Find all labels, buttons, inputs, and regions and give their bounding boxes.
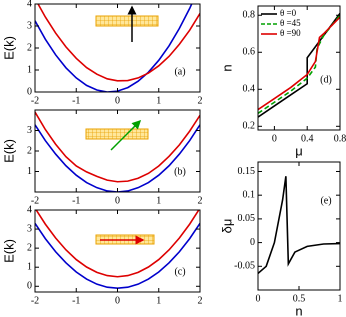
y-axis-label: n bbox=[219, 64, 234, 71]
x-tick-label: 0.4 bbox=[301, 133, 314, 144]
y-axis-label: E(k) bbox=[1, 239, 16, 263]
field-arrow bbox=[110, 119, 142, 151]
x-tick-label: 1 bbox=[338, 293, 343, 304]
x-tick-label: 0 bbox=[115, 195, 120, 206]
x-axis-label: n bbox=[295, 303, 302, 317]
y-tick-label: 3 bbox=[27, 125, 32, 136]
decoration-c bbox=[95, 234, 155, 245]
y-tick-label: 1 bbox=[27, 166, 32, 177]
x-tick-label: 2 bbox=[198, 95, 203, 106]
y-tick-label: 1 bbox=[27, 262, 32, 273]
series-line bbox=[258, 176, 340, 275]
plot-frame bbox=[257, 5, 341, 131]
plot-frame bbox=[257, 161, 341, 291]
plot-frame bbox=[34, 209, 201, 293]
y-tick-label: -0.05 bbox=[234, 261, 255, 272]
panel-label: (d) bbox=[320, 74, 332, 85]
legend-label: θ =90 bbox=[280, 28, 301, 38]
series-line bbox=[35, 210, 200, 278]
y-tick-label: 2 bbox=[27, 42, 32, 53]
panel-label: (b) bbox=[174, 166, 186, 177]
y-axis-label: δμ bbox=[219, 219, 234, 234]
x-tick-label: 2 bbox=[198, 295, 203, 306]
lattice bbox=[85, 128, 149, 140]
x-tick-label: 0 bbox=[256, 293, 261, 304]
lattice bbox=[95, 15, 159, 27]
y-tick-label: 3 bbox=[27, 223, 32, 234]
x-tick-label: 1 bbox=[156, 295, 161, 306]
x-tick-label: -2 bbox=[31, 295, 39, 306]
y-tick-label: 0 bbox=[27, 281, 32, 292]
y-tick-label: 2 bbox=[27, 145, 32, 156]
y-tick-label: 0.4 bbox=[243, 84, 256, 95]
series-line bbox=[35, 111, 200, 183]
y-tick-label: 4 bbox=[27, 0, 32, 9]
x-tick-label: 1 bbox=[156, 95, 161, 106]
panel-label: (e) bbox=[320, 195, 331, 206]
x-tick-label: 2 bbox=[198, 195, 203, 206]
x-tick-label: 0.8 bbox=[334, 133, 346, 144]
x-tick-label: 1 bbox=[156, 195, 161, 206]
x-tick-label: -1 bbox=[72, 195, 80, 206]
series-line bbox=[37, 4, 200, 82]
series-line bbox=[258, 14, 340, 115]
series-line bbox=[35, 4, 193, 92]
legend-label: θ =0 bbox=[280, 8, 297, 18]
y-tick-label: 0 bbox=[250, 237, 255, 248]
y-axis-label: E(k) bbox=[1, 36, 16, 60]
y-tick-label: 2 bbox=[27, 242, 32, 253]
y-tick-label: 0.2 bbox=[243, 121, 256, 132]
x-tick-label: 0 bbox=[115, 95, 120, 106]
legend-label: θ =45 bbox=[280, 18, 301, 28]
x-axis-label: μ bbox=[295, 143, 303, 158]
panel-label: (c) bbox=[174, 266, 185, 277]
decoration-a bbox=[95, 5, 159, 42]
x-tick-label: -2 bbox=[31, 95, 39, 106]
y-tick-label: 0.8 bbox=[243, 10, 256, 21]
series-line bbox=[258, 16, 340, 111]
x-tick-label: -1 bbox=[72, 95, 80, 106]
y-tick-label: 4 bbox=[27, 204, 32, 215]
x-tick-label: -1 bbox=[72, 295, 80, 306]
y-tick-label: 3 bbox=[27, 20, 32, 31]
y-tick-label: 0.05 bbox=[238, 213, 256, 224]
y-tick-label: 0 bbox=[27, 86, 32, 97]
y-tick-label: 0.1 bbox=[243, 189, 256, 200]
decoration-b bbox=[85, 119, 149, 151]
y-tick-label: 1 bbox=[27, 64, 32, 75]
x-tick-label: -2 bbox=[31, 195, 39, 206]
x-tick-label: 0 bbox=[115, 295, 120, 306]
y-tick-label: 0.15 bbox=[238, 166, 256, 177]
panel-label: (a) bbox=[174, 66, 185, 77]
x-tick-label: 0.5 bbox=[293, 293, 306, 304]
y-tick-label: 0.6 bbox=[243, 47, 256, 58]
series-line bbox=[35, 222, 200, 289]
series-line bbox=[35, 124, 200, 192]
plot-frame bbox=[34, 109, 201, 193]
x-tick-label: 0 bbox=[272, 133, 277, 144]
y-axis-label: E(k) bbox=[1, 139, 16, 163]
